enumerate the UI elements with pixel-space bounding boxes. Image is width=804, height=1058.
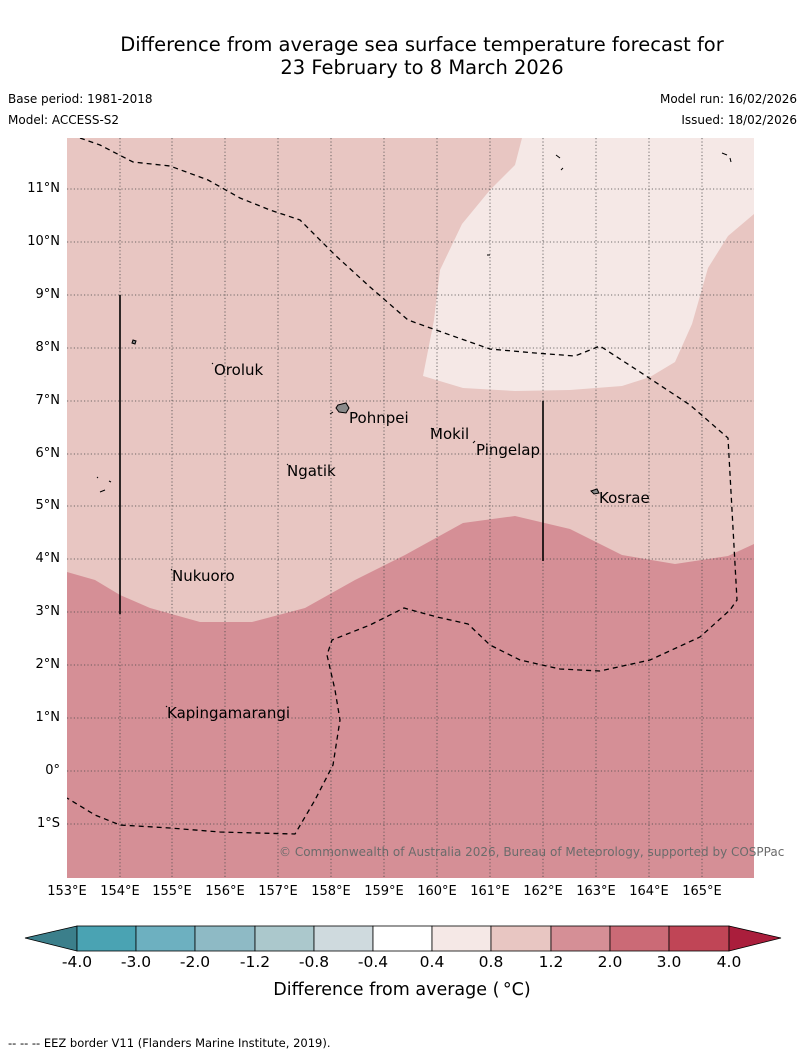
lon-label-160e: 160°E xyxy=(417,884,457,899)
lat-label-5n: 5°N xyxy=(35,498,61,513)
place-pohnpei: Pohnpei xyxy=(349,409,409,427)
colorbar-label-1-2: 1.2 xyxy=(538,953,564,971)
mokil-atoll xyxy=(430,427,433,430)
colorbar-bin-7 xyxy=(431,925,492,952)
lon-label-154e: 154°E xyxy=(100,884,140,899)
eez-border xyxy=(67,138,738,835)
colorbar-label-neg2: -2.0 xyxy=(179,953,211,971)
colorbar-label-neg4: -4.0 xyxy=(61,953,93,971)
colorbar-bin-4 xyxy=(254,925,315,952)
islet-pohnpei xyxy=(329,411,334,415)
colorbar-title: Difference from average ( °C) xyxy=(273,980,531,1000)
oroluk-atoll xyxy=(211,362,214,365)
place-oroluk: Oroluk xyxy=(214,361,264,379)
colorbar-bin-2 xyxy=(135,925,196,952)
colorbar-label-neg0-4: -0.4 xyxy=(357,953,389,971)
lon-label-161e: 161°E xyxy=(470,884,510,899)
lon-label-162e: 162°E xyxy=(523,884,563,899)
graticule xyxy=(67,138,754,878)
model-run: Model run: 16/02/2026 xyxy=(659,92,797,106)
colorbar-label-neg1-2: -1.2 xyxy=(239,953,271,971)
islet-north-2 xyxy=(560,167,564,171)
colorbar-label-neg0-8: -0.8 xyxy=(298,953,330,971)
colorbar-label-3-0: 3.0 xyxy=(656,953,682,971)
islet-north-4 xyxy=(729,157,732,163)
lon-label-159e: 159°E xyxy=(364,884,404,899)
lat-label-10n: 10°N xyxy=(27,234,60,249)
islet-west-1 xyxy=(99,489,106,493)
place-kosrae: Kosrae xyxy=(599,489,650,507)
band-1.2-2.0 xyxy=(67,516,754,878)
ngatik-atoll xyxy=(286,463,289,466)
colorbar xyxy=(24,925,782,952)
place-kapingamarangi: Kapingamarangi xyxy=(167,704,291,722)
islands xyxy=(96,152,732,708)
colorbar-label-0-8: 0.8 xyxy=(478,953,504,971)
colorbar-bin-3 xyxy=(194,925,256,952)
colorbar-label-neg3: -3.0 xyxy=(120,953,152,971)
band-0.4-0.8 xyxy=(423,138,754,391)
nukuoro-atoll xyxy=(170,568,173,571)
islet-west-3 xyxy=(108,480,112,483)
colorbar-bin-11 xyxy=(668,925,730,952)
lon-label-156e: 156°E xyxy=(205,884,245,899)
place-mokil: Mokil xyxy=(430,425,470,443)
colorbar-bin-6 xyxy=(372,925,433,952)
lon-label-165e: 165°E xyxy=(682,884,722,899)
small-island xyxy=(131,339,137,345)
lat-label-1n: 1°N xyxy=(35,710,61,725)
islet-north-1 xyxy=(555,154,561,159)
colorbar-bin-1 xyxy=(76,925,137,952)
base-period: Base period: 1981-2018 xyxy=(8,92,153,106)
lon-label-153e: 153°E xyxy=(47,884,87,899)
copyright-notice: © Commonwealth of Australia 2026, Bureau… xyxy=(279,845,785,859)
lon-label-157e: 157°E xyxy=(258,884,298,899)
islet-north-3 xyxy=(721,152,728,156)
place-ngatik: Ngatik xyxy=(287,462,336,480)
lat-label-0: 0° xyxy=(45,763,60,778)
place-pingelap: Pingelap xyxy=(476,441,541,459)
lat-label-7n: 7°N xyxy=(35,393,61,408)
title-line-1: Difference from average sea surface temp… xyxy=(120,33,724,56)
model-name: Model: ACCESS-S2 xyxy=(8,113,120,127)
lon-label-164e: 164°E xyxy=(629,884,669,899)
lat-label-3n: 3°N xyxy=(35,604,61,619)
place-nukuoro: Nukuoro xyxy=(172,567,235,585)
islet-west-2 xyxy=(96,476,99,479)
title-line-2: 23 February to 8 March 2026 xyxy=(280,56,564,79)
colorbar-bin-5 xyxy=(313,925,374,952)
colorbar-bin-9 xyxy=(550,925,611,952)
colorbar-bin-10 xyxy=(609,925,670,952)
colorbar-label-2-0: 2.0 xyxy=(597,953,623,971)
lat-label-6n: 6°N xyxy=(35,446,61,461)
lat-label-11n: 11°N xyxy=(27,181,60,196)
lat-label-4n: 4°N xyxy=(35,551,61,566)
colorbar-extend-low xyxy=(24,925,78,952)
lat-label-2n: 2°N xyxy=(35,657,61,672)
kapingamarangi-atoll xyxy=(165,705,168,708)
issued-date: Issued: 18/02/2026 xyxy=(681,113,797,127)
colorbar-label-0-4: 0.4 xyxy=(419,953,445,971)
footnote-eez: -- -- -- EEZ border V11 (Flanders Marine… xyxy=(8,1036,331,1050)
colorbar-label-4-0: 4.0 xyxy=(716,953,742,971)
colorbar-bin-8 xyxy=(490,925,552,952)
lat-label-9n: 9°N xyxy=(35,287,61,302)
pingelap-atoll xyxy=(472,440,476,444)
lon-label-163e: 163°E xyxy=(576,884,616,899)
lat-label-8n: 8°N xyxy=(35,340,61,355)
lon-label-158e: 158°E xyxy=(311,884,351,899)
colorbar-extend-high xyxy=(728,925,782,952)
kosrae-island xyxy=(590,488,600,495)
pohnpei-island xyxy=(335,402,350,414)
lat-label-1s: 1°S xyxy=(36,816,60,831)
lon-label-155e: 155°E xyxy=(152,884,192,899)
